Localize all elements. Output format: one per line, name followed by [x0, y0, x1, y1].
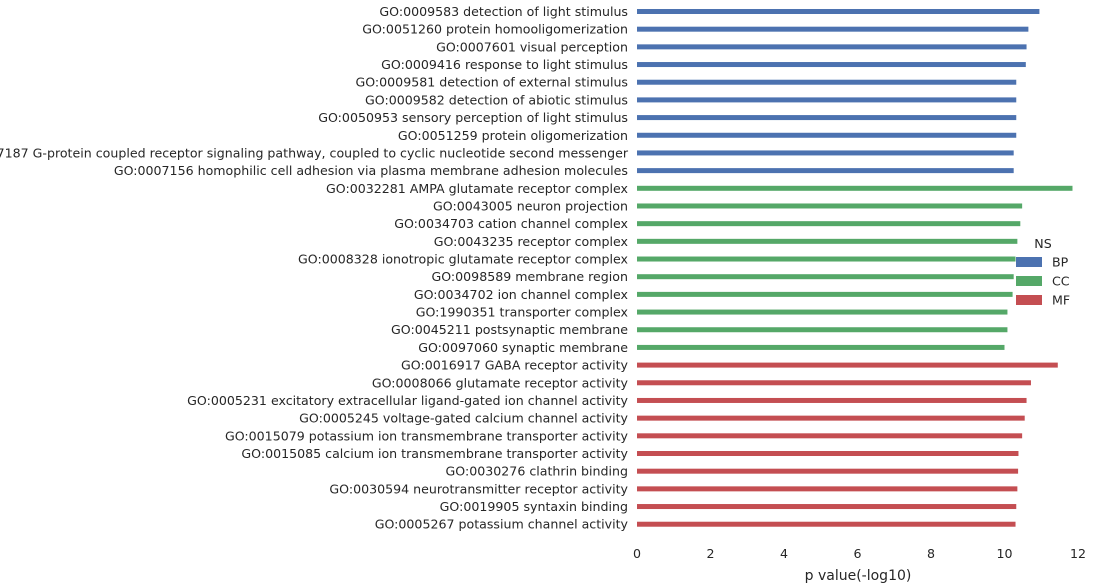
x-axis-ticks: 0 2 4 6 8 10 12 — [633, 546, 1086, 561]
x-tick-label: 4 — [780, 546, 788, 561]
category-label: GO:0019905 syntaxin binding — [440, 499, 628, 514]
bar-cc — [637, 256, 1016, 262]
bar-cc — [637, 327, 1008, 333]
bar-cc — [637, 274, 1014, 280]
category-label: GO:0005231 excitatory extracellular liga… — [187, 393, 628, 408]
category-label: GO:0045211 postsynaptic membrane — [391, 322, 628, 337]
category-label: GO:1990351 transporter complex — [416, 305, 629, 320]
bar-mf — [637, 504, 1017, 510]
category-label: GO:0007601 visual perception — [436, 39, 628, 54]
x-tick-label: 0 — [633, 546, 641, 561]
category-label: GO:0007156 homophilic cell adhesion via … — [114, 163, 628, 178]
category-label: GO:0030276 clathrin binding — [446, 464, 628, 479]
category-label: GO:0051260 protein homooligomerization — [362, 22, 628, 37]
category-label: GO:0050953 sensory perception of light s… — [318, 110, 628, 125]
bar-cc — [637, 238, 1018, 244]
bar-mf — [637, 451, 1019, 456]
bar-cc — [637, 309, 1008, 315]
category-label: GO:0009416 response to light stimulus — [381, 57, 628, 72]
legend-swatch-mf — [1016, 295, 1042, 305]
bar-bp — [637, 62, 1026, 68]
bar-bp — [637, 44, 1027, 50]
bar-mf — [637, 362, 1058, 368]
bar-mf — [637, 468, 1019, 474]
category-label: GO:0032281 AMPA glutamate receptor compl… — [326, 181, 629, 196]
category-label: GO:0007187 G-protein coupled receptor si… — [0, 145, 629, 160]
bar-bp — [637, 115, 1017, 121]
category-labels: GO:0009583 detection of light stimulus GO… — [0, 4, 629, 532]
bar-bp — [637, 9, 1040, 14]
bar-mf — [637, 415, 1025, 421]
category-label: GO:0030594 neurotransmitter receptor act… — [329, 481, 628, 496]
legend-label-bp: BP — [1052, 255, 1069, 270]
bar-cc — [637, 203, 1023, 209]
legend-title: NS — [1034, 236, 1051, 251]
x-tick-label: 2 — [706, 546, 714, 561]
bar-bp — [637, 97, 1017, 103]
bar-bp — [637, 132, 1017, 138]
bar-bp — [637, 79, 1017, 85]
bar-bp — [637, 168, 1014, 174]
bar-mf — [637, 486, 1018, 492]
bar-cc — [637, 185, 1073, 191]
bars-layer — [637, 9, 1073, 527]
category-label: GO:0098589 membrane region — [431, 269, 628, 284]
category-label: GO:0097060 synaptic membrane — [418, 340, 628, 355]
bar-cc — [637, 291, 1013, 297]
bar-bp — [637, 150, 1014, 156]
x-tick-label: 10 — [996, 546, 1012, 561]
bar-cc — [637, 221, 1021, 227]
category-label: GO:0009582 detection of abiotic stimulus — [365, 92, 628, 107]
category-label: GO:0009583 detection of light stimulus — [379, 4, 628, 19]
category-label: GO:0008066 glutamate receptor activity — [372, 375, 629, 390]
category-label: GO:0008328 ionotropic glutamate receptor… — [298, 252, 628, 267]
category-label: GO:0005245 voltage-gated calcium channel… — [299, 411, 628, 426]
x-tick-label: 12 — [1070, 546, 1086, 561]
legend-label-cc: CC — [1052, 274, 1070, 289]
bar-mf — [637, 380, 1031, 386]
legend-swatch-cc — [1016, 276, 1042, 286]
x-axis-label: p value(-log10) — [805, 568, 912, 584]
legend-label-mf: MF — [1052, 293, 1070, 308]
x-tick-label: 8 — [927, 546, 935, 561]
bar-mf — [637, 433, 1023, 439]
category-label: GO:0034702 ion channel complex — [414, 287, 629, 302]
bar-cc — [637, 344, 1005, 350]
category-label: GO:0015079 potassium ion transmembrane t… — [225, 428, 629, 443]
category-label: GO:0015085 calcium ion transmembrane tra… — [241, 446, 628, 461]
legend: NS BP CC MF — [1016, 236, 1070, 308]
legend-swatch-bp — [1016, 257, 1042, 267]
category-label: GO:0009581 detection of external stimulu… — [355, 75, 628, 90]
x-tick-label: 6 — [853, 546, 861, 561]
category-label: GO:0016917 GABA receptor activity — [401, 358, 629, 373]
category-label: GO:0051259 protein oligomerization — [398, 128, 628, 143]
category-label: GO:0043005 neuron projection — [433, 198, 628, 213]
bar-mf — [637, 521, 1016, 527]
category-label: GO:0034703 cation channel complex — [394, 216, 628, 231]
bar-bp — [637, 26, 1029, 32]
category-label: GO:0043235 receptor complex — [434, 234, 629, 249]
category-label: GO:0005267 potassium channel activity — [375, 517, 629, 532]
bar-mf — [637, 397, 1027, 403]
